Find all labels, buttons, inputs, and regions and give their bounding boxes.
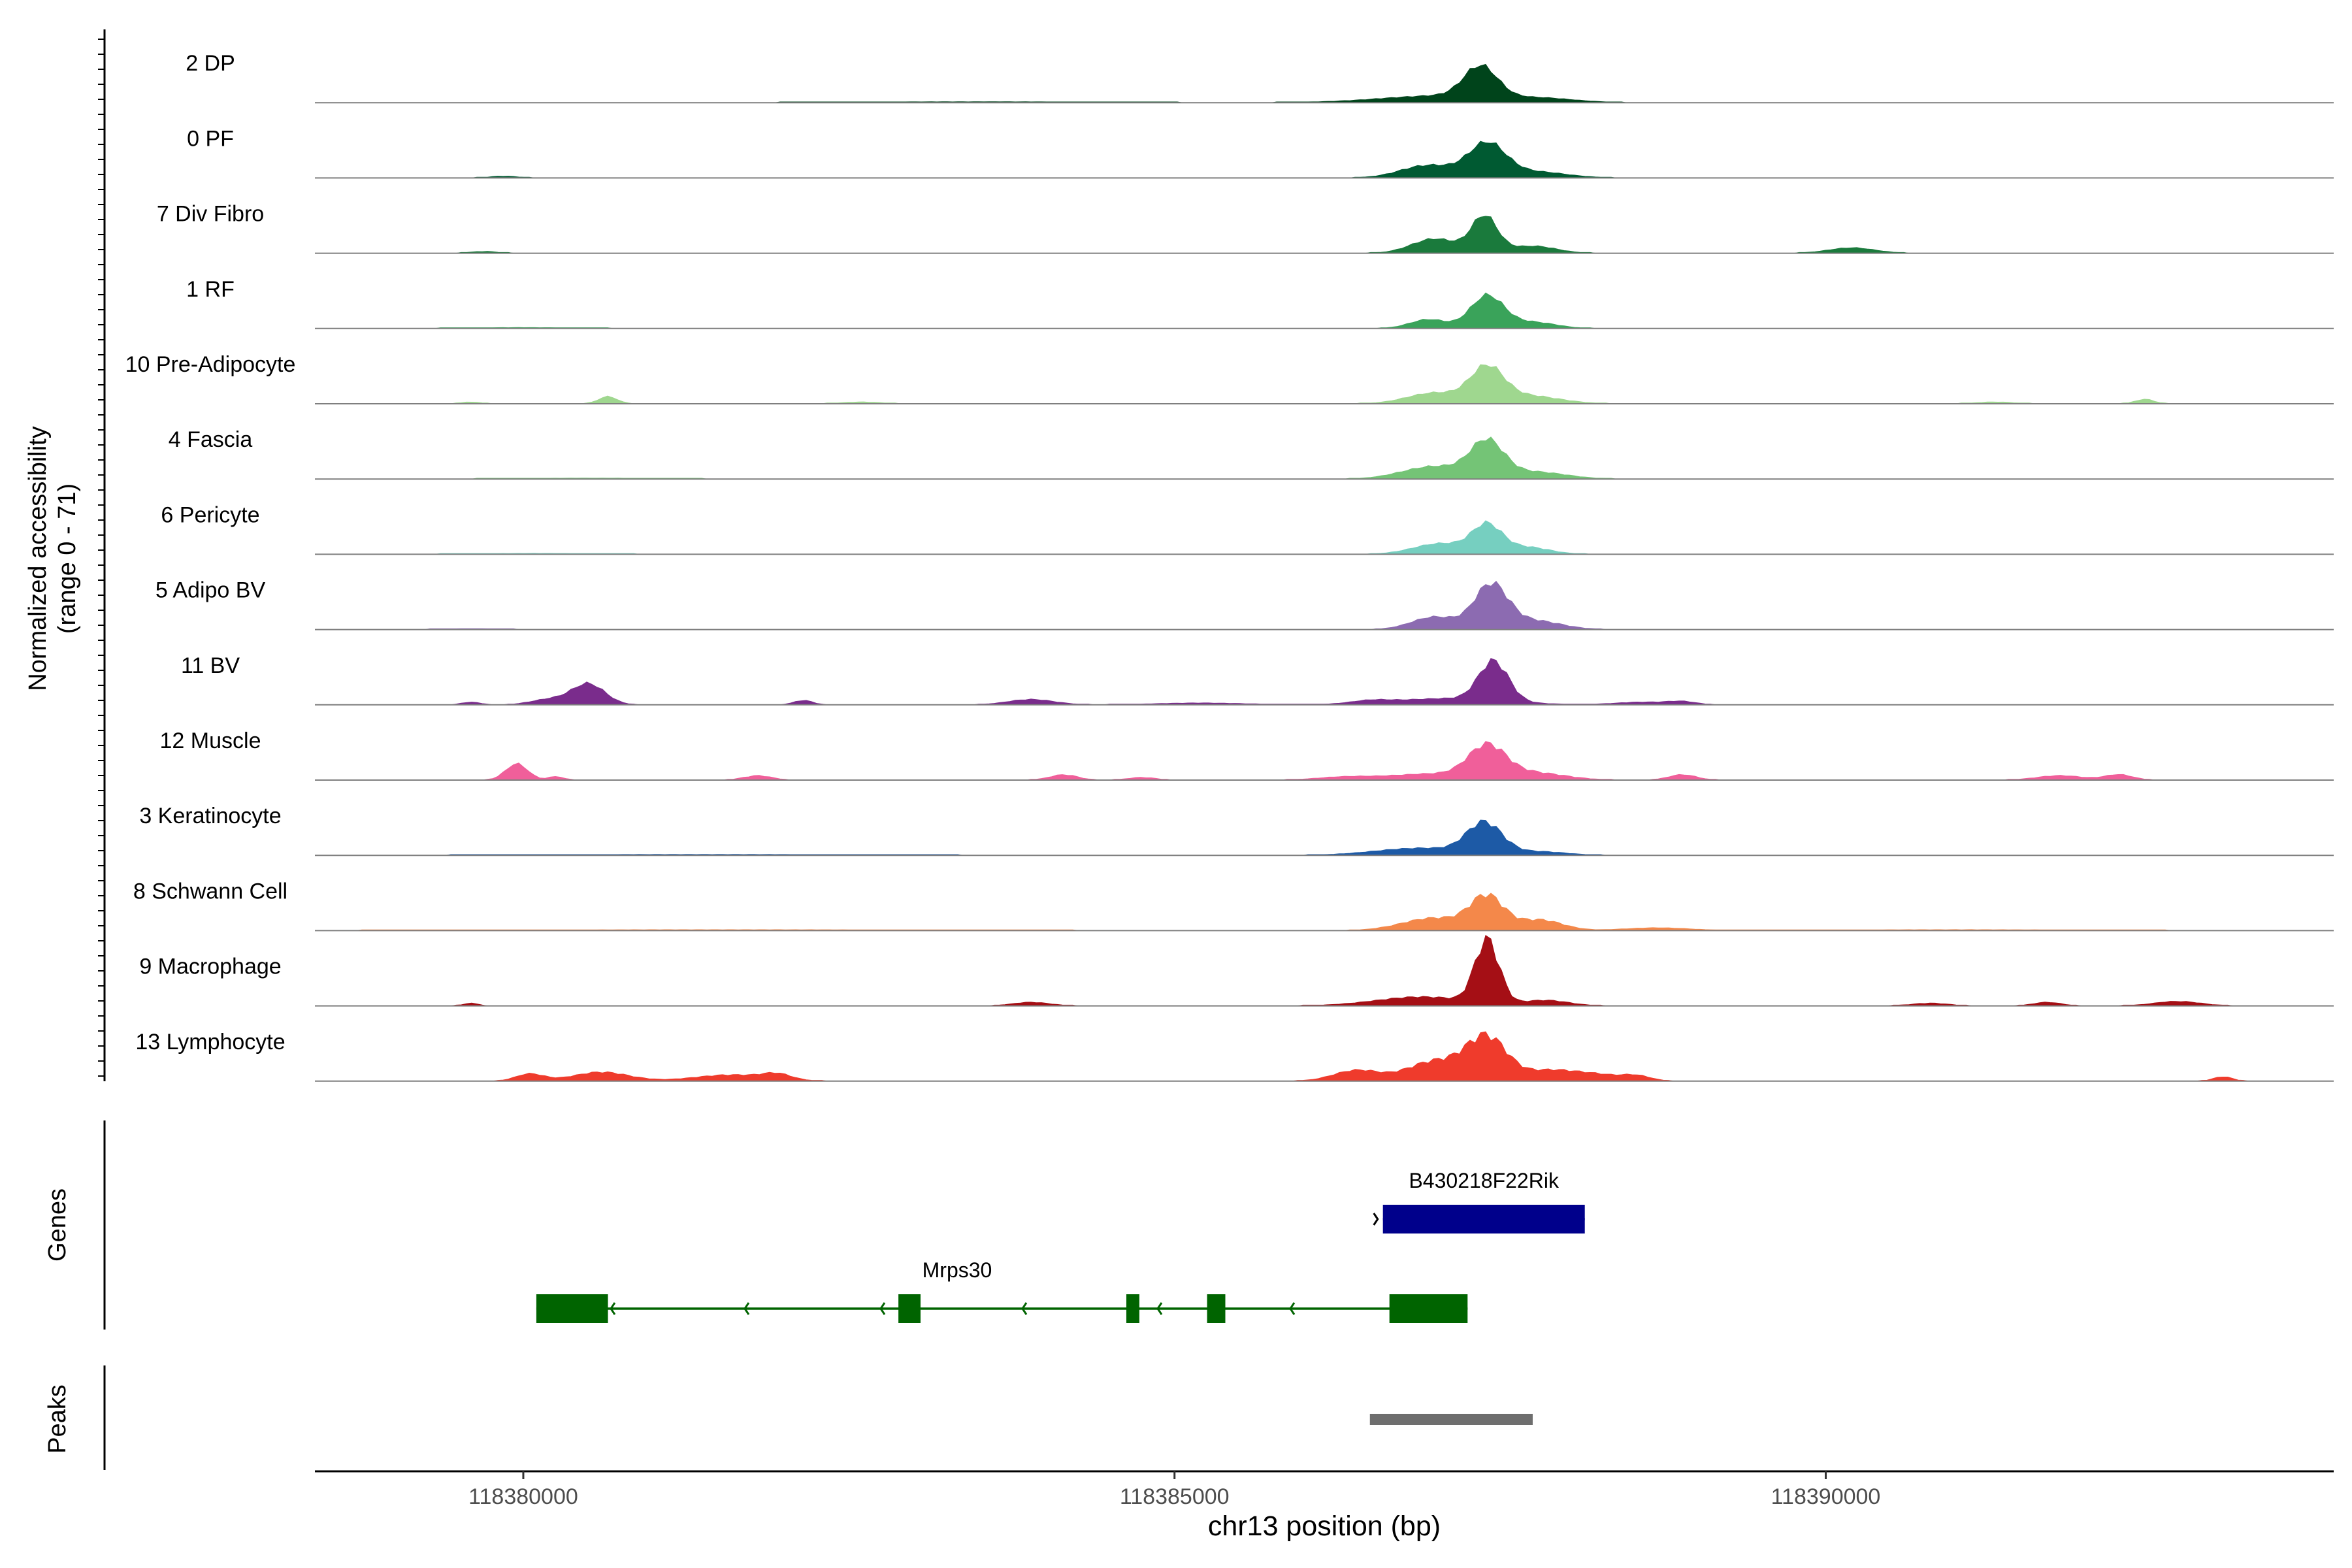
track-label: 3 Keratinocyte — [139, 804, 281, 828]
coverage-area — [315, 658, 2334, 706]
track-label: 1 RF — [186, 277, 235, 302]
peak-region — [1369, 1414, 1533, 1425]
coverage-area — [315, 819, 2334, 856]
coverage-area — [315, 520, 2334, 555]
x-tick-label: 118385000 — [1120, 1484, 1230, 1509]
x-tick-label: 118380000 — [468, 1484, 578, 1509]
track-label: 8 Schwann Cell — [133, 879, 287, 904]
track-label: 4 Fascia — [169, 427, 253, 452]
gene-exon — [1207, 1294, 1226, 1323]
track-label: 10 Pre-Adipocyte — [125, 352, 296, 377]
coverage-track: 2 DP — [186, 51, 2334, 104]
gene-label: Mrps30 — [923, 1258, 992, 1282]
track-label: 12 Muscle — [160, 728, 261, 753]
coverage-track: 9 Macrophage — [139, 935, 2334, 1007]
strand-arrow — [1021, 1302, 1028, 1315]
coverage-area — [315, 935, 2334, 1007]
coverage-track: 6 Pericyte — [161, 502, 2334, 555]
coverage-area — [315, 364, 2334, 404]
coverage-track: 1 RF — [186, 277, 2334, 329]
track-label: 6 Pericyte — [161, 502, 259, 527]
coverage-track: 5 Adipo BV — [155, 578, 2334, 630]
coverage-track: 4 Fascia — [169, 427, 2334, 480]
strand-arrow — [879, 1302, 886, 1315]
strand-arrow — [610, 1302, 616, 1315]
coverage-track: 3 Keratinocyte — [139, 804, 2334, 857]
coverage-area — [315, 741, 2334, 781]
peaks-panel — [103, 1365, 1533, 1470]
track-label: 11 BV — [181, 653, 240, 678]
x-axis: 118380000 118385000 118390000 — [315, 1470, 2334, 1509]
coverage-track: 8 Schwann Cell — [133, 879, 2334, 932]
gene-exon — [1389, 1294, 1468, 1323]
gene-exon — [1126, 1294, 1139, 1323]
peaks-panel-label: Peaks — [44, 1384, 71, 1454]
coverage-track: 13 Lymphocyte — [135, 1030, 2334, 1082]
y-axis-label-line1: Normalized accessibility — [24, 426, 52, 691]
gene-label: B430218F22Rik — [1409, 1169, 1559, 1192]
strand-arrow — [743, 1302, 750, 1315]
track-label: 13 Lymphocyte — [135, 1030, 285, 1054]
y-axis-label-line2: (range 0 - 71) — [54, 483, 81, 634]
gene-exon — [1382, 1205, 1585, 1233]
coverage-track: 12 Muscle — [160, 728, 2334, 781]
strand-arrow — [1156, 1302, 1163, 1315]
coverage-track: 7 Div Fibro — [157, 202, 2334, 254]
coverage-track: 11 BV — [181, 653, 2334, 706]
coverage-area — [315, 216, 2334, 254]
coverage-track: 10 Pre-Adipocyte — [125, 352, 2334, 404]
x-axis-label: chr13 position (bp) — [1208, 1511, 1441, 1542]
gene-exon — [898, 1294, 921, 1323]
coverage-tracks: 2 DP 0 PF 7 Div Fibro 1 RF 10 Pre-Adipocyte 4… — [125, 51, 2334, 1082]
coverage-track: 0 PF — [187, 126, 2334, 179]
strand-arrow — [1289, 1302, 1296, 1315]
gene-exon — [536, 1294, 608, 1323]
track-label: 7 Div Fibro — [157, 202, 264, 227]
track-label: 5 Adipo BV — [155, 578, 266, 603]
genes-panel-label: Genes — [44, 1188, 71, 1262]
strand-arrow — [1373, 1213, 1379, 1226]
coverage-area — [315, 436, 2334, 480]
gene-model: B430218F22Rik — [1373, 1169, 1585, 1233]
y-axis-ticks — [98, 39, 105, 1077]
gene-model: Mrps30 — [536, 1258, 1468, 1323]
track-label: 9 Macrophage — [139, 955, 281, 979]
genes-panel: B430218F22Rik Mrps30 — [103, 1120, 1585, 1330]
coverage-area — [315, 1031, 2334, 1082]
track-label: 2 DP — [186, 51, 235, 76]
x-tick-label: 118390000 — [1771, 1484, 1881, 1509]
coverage-area — [315, 580, 2334, 630]
coverage-area — [315, 140, 2334, 178]
coverage-area — [315, 292, 2334, 329]
track-label: 0 PF — [187, 126, 234, 151]
coverage-area — [315, 892, 2334, 931]
coverage-area — [315, 63, 2334, 103]
